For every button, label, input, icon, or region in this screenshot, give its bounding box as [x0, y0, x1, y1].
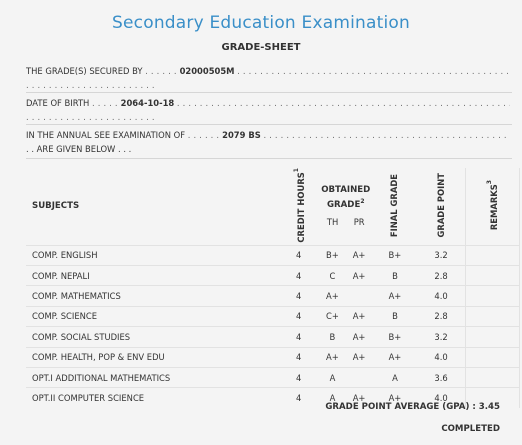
result-status: COMPLETED — [441, 424, 500, 434]
pr-cell: A+ — [345, 346, 373, 368]
table-row: COMP. HEALTH, POP & ENV EDU 4 A+ A+ A+ 4… — [26, 346, 521, 368]
final-grade-cell: A+ — [372, 346, 418, 368]
remarks-cell — [464, 285, 521, 307]
pr-cell: A+ — [345, 387, 373, 409]
grade-point-cell: 2.8 — [417, 265, 466, 286]
table-row: COMP. ENGLISH 4 B+ A+ B+ 3.2 — [26, 244, 521, 266]
credit-cell: 4 — [278, 387, 320, 409]
table-row: OPT.II COMPUTER SCIENCE 4 A A+ A+ 4.0 — [26, 387, 521, 409]
secured-by-row: THE GRADE(S) SECURED BY . . . . . . 0200… — [26, 66, 510, 90]
subject-cell: COMP. HEALTH, POP & ENV EDU — [26, 346, 279, 368]
th-cell: A — [319, 366, 346, 388]
table-row: COMP. SOCIAL STUDIES 4 B A+ B+ 3.2 — [26, 326, 521, 348]
grade-point-cell: 3.2 — [417, 326, 466, 348]
obtained-grade-header: OBTAINED GRADE2 TH PR — [321, 185, 371, 228]
final-grade-cell: B — [372, 265, 418, 286]
table-row: COMP. MATHEMATICS 4 A+ A+ 4.0 — [26, 285, 521, 307]
credit-cell: 4 — [278, 265, 320, 286]
remarks-cell — [464, 305, 521, 327]
grade-point-cell: 3.2 — [417, 244, 466, 266]
grades-table: SUBJECTS CREDIT HOURS1 OBTAINED GRADE2 T… — [26, 168, 521, 409]
exam-row: IN THE ANNUAL SEE EXAMINATION OF . . . .… — [26, 130, 510, 154]
pr-cell: A+ — [345, 326, 373, 348]
th-cell: A+ — [319, 346, 346, 368]
final-grade-cell: A+ — [372, 387, 418, 409]
table-row: OPT.I ADDITIONAL MATHEMATICS 4 A A 3.6 — [26, 366, 521, 388]
remarks-cell — [464, 326, 521, 348]
th-header: TH — [326, 217, 339, 228]
grade-point-cell: 4.0 — [417, 346, 466, 368]
th-cell: A+ — [319, 285, 346, 307]
secured-by-label: THE GRADE(S) SECURED BY — [26, 66, 143, 76]
remarks-cell — [464, 346, 521, 368]
th-cell: A — [319, 387, 346, 409]
credit-cell: 4 — [278, 326, 320, 348]
dob-label: DATE OF BIRTH — [26, 98, 90, 108]
remarks-cell — [464, 366, 521, 388]
grade-point-cell: 4.0 — [417, 285, 466, 307]
th-cell: B+ — [319, 244, 346, 266]
exam-label: IN THE ANNUAL SEE EXAMINATION OF — [26, 130, 186, 140]
final-grade-cell: B — [372, 305, 418, 327]
subjects-header: SUBJECTS — [32, 201, 80, 212]
pr-cell: A+ — [345, 244, 373, 266]
subject-cell: COMP. MATHEMATICS — [26, 285, 279, 307]
divider — [26, 124, 512, 125]
final-grade-cell: A+ — [372, 285, 418, 307]
subject-cell: COMP. NEPALI — [26, 265, 279, 286]
divider — [26, 92, 512, 93]
credit-cell: 4 — [278, 366, 320, 388]
credit-cell: 4 — [278, 244, 320, 266]
remarks-cell — [464, 387, 521, 409]
final-grade-cell: A — [372, 366, 418, 388]
credit-cell: 4 — [278, 305, 320, 327]
final-grade-cell: B+ — [372, 326, 418, 348]
th-cell: B — [319, 326, 346, 348]
exam-tail: . . ARE GIVEN BELOW . . . — [26, 144, 132, 154]
gpa-summary: GRADE POINT AVERAGE (GPA) : 3.45 — [325, 402, 500, 412]
subject-cell: COMP. SOCIAL STUDIES — [26, 326, 279, 348]
remarks-cell — [464, 244, 521, 266]
subject-cell: COMP. ENGLISH — [26, 244, 279, 266]
credit-cell: 4 — [278, 285, 320, 307]
pr-cell — [345, 366, 373, 388]
remarks-cell — [464, 265, 521, 286]
th-cell: C+ — [319, 305, 346, 327]
grade-point-cell: 4.0 — [417, 387, 466, 409]
subject-cell: OPT.II COMPUTER SCIENCE — [26, 387, 279, 409]
secured-by-value: 02000505M — [179, 66, 235, 76]
dob-row: DATE OF BIRTH . . . . . 2064-10-18 . . .… — [26, 98, 510, 122]
divider — [26, 158, 512, 159]
exam-value: 2079 BS — [222, 130, 261, 140]
subject-cell: OPT.I ADDITIONAL MATHEMATICS — [26, 366, 279, 388]
credit-cell: 4 — [278, 346, 320, 368]
page-title: Secondary Education Examination — [112, 13, 410, 33]
table-header-row: SUBJECTS CREDIT HOURS1 OBTAINED GRADE2 T… — [26, 168, 521, 246]
table-row: COMP. NEPALI 4 C A+ B 2.8 — [26, 265, 521, 286]
remarks-header: REMARKS3 — [464, 168, 521, 246]
dob-value: 2064-10-18 — [120, 98, 175, 108]
page-subtitle: GRADE-SHEET — [221, 42, 301, 53]
final-grade-cell: B+ — [372, 244, 418, 266]
subject-cell: COMP. SCIENCE — [26, 305, 279, 327]
th-cell: C — [319, 265, 346, 286]
pr-cell — [345, 285, 373, 307]
credit-hours-header: CREDIT HOURS1 — [292, 168, 306, 243]
table-row: COMP. SCIENCE 4 C+ A+ B 2.8 — [26, 305, 521, 327]
final-grade-header: FINAL GRADE — [389, 173, 400, 237]
pr-cell: A+ — [345, 265, 373, 286]
pr-header: PR — [353, 217, 365, 228]
grade-point-cell: 2.8 — [417, 305, 466, 327]
grade-point-header: GRADE POINT — [435, 173, 446, 238]
pr-cell: A+ — [345, 305, 373, 327]
grade-point-cell: 3.6 — [417, 366, 466, 388]
